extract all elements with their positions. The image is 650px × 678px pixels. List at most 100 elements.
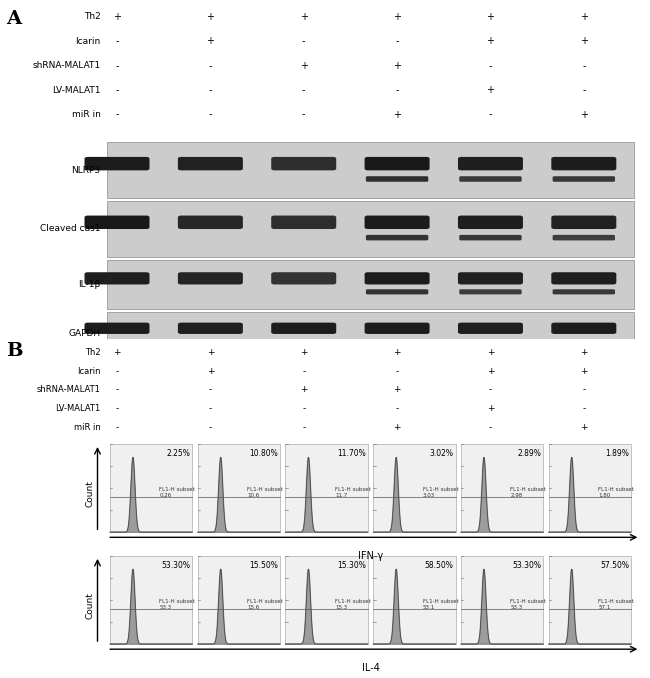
Text: 57.50%: 57.50% bbox=[600, 561, 629, 570]
Text: FL1-H subset
53.3: FL1-H subset 53.3 bbox=[510, 599, 546, 610]
Text: -: - bbox=[209, 110, 212, 119]
Text: FL1-H subset
10.6: FL1-H subset 10.6 bbox=[247, 487, 283, 498]
Text: 11.70%: 11.70% bbox=[337, 450, 366, 458]
FancyBboxPatch shape bbox=[365, 216, 430, 229]
FancyBboxPatch shape bbox=[271, 216, 336, 229]
Text: -: - bbox=[116, 385, 118, 395]
Text: +: + bbox=[393, 348, 401, 357]
Text: FL1-H subset
53.3: FL1-H subset 53.3 bbox=[159, 599, 195, 610]
FancyBboxPatch shape bbox=[461, 444, 543, 532]
Text: +: + bbox=[113, 348, 121, 357]
Text: -: - bbox=[582, 404, 586, 413]
FancyBboxPatch shape bbox=[178, 216, 243, 229]
Text: +: + bbox=[300, 12, 307, 22]
Text: -: - bbox=[582, 85, 586, 95]
FancyBboxPatch shape bbox=[107, 201, 634, 257]
FancyBboxPatch shape bbox=[178, 273, 243, 285]
Text: +: + bbox=[486, 37, 495, 46]
Text: -: - bbox=[209, 385, 212, 395]
Text: shRNA-MALAT1: shRNA-MALAT1 bbox=[37, 385, 101, 395]
Text: +: + bbox=[207, 367, 214, 376]
Text: +: + bbox=[300, 61, 307, 71]
FancyBboxPatch shape bbox=[552, 290, 615, 294]
Text: 15.50%: 15.50% bbox=[250, 561, 278, 570]
Text: +: + bbox=[580, 348, 588, 357]
FancyBboxPatch shape bbox=[285, 556, 368, 644]
Text: 1.89%: 1.89% bbox=[605, 450, 629, 458]
Polygon shape bbox=[198, 458, 280, 532]
Text: Count: Count bbox=[85, 480, 94, 506]
Text: +: + bbox=[486, 12, 495, 22]
Text: IFN-γ: IFN-γ bbox=[358, 551, 383, 561]
FancyBboxPatch shape bbox=[458, 216, 523, 229]
Text: +: + bbox=[113, 12, 121, 22]
Text: A: A bbox=[6, 10, 21, 28]
Text: +: + bbox=[580, 12, 588, 22]
FancyBboxPatch shape bbox=[110, 556, 192, 644]
Text: miR in: miR in bbox=[74, 422, 101, 432]
FancyBboxPatch shape bbox=[271, 273, 336, 285]
Text: +: + bbox=[487, 367, 494, 376]
FancyBboxPatch shape bbox=[460, 290, 522, 294]
Text: 53.30%: 53.30% bbox=[161, 561, 190, 570]
Text: +: + bbox=[300, 385, 307, 395]
Text: +: + bbox=[393, 12, 401, 22]
FancyBboxPatch shape bbox=[461, 556, 543, 644]
Text: -: - bbox=[115, 110, 119, 119]
Polygon shape bbox=[285, 570, 368, 644]
Text: -: - bbox=[395, 37, 399, 46]
FancyBboxPatch shape bbox=[549, 444, 631, 532]
FancyBboxPatch shape bbox=[107, 312, 634, 356]
Text: FL1-H subset
57.1: FL1-H subset 57.1 bbox=[598, 599, 634, 610]
Text: +: + bbox=[487, 348, 494, 357]
FancyBboxPatch shape bbox=[373, 556, 456, 644]
Text: -: - bbox=[489, 61, 492, 71]
Text: -: - bbox=[116, 404, 118, 413]
Polygon shape bbox=[110, 458, 192, 532]
Text: FL1-H subset
3.03: FL1-H subset 3.03 bbox=[422, 487, 458, 498]
FancyBboxPatch shape bbox=[365, 273, 430, 285]
Text: +: + bbox=[486, 85, 495, 95]
Text: FL1-H subset
15.3: FL1-H subset 15.3 bbox=[335, 599, 370, 610]
FancyBboxPatch shape bbox=[84, 157, 150, 170]
Polygon shape bbox=[110, 570, 192, 644]
Text: FL1-H subset
11.7: FL1-H subset 11.7 bbox=[335, 487, 370, 498]
Text: -: - bbox=[302, 367, 305, 376]
Text: -: - bbox=[115, 85, 119, 95]
Text: FL1-H subset
2.98: FL1-H subset 2.98 bbox=[510, 487, 546, 498]
Text: +: + bbox=[393, 110, 401, 119]
Text: +: + bbox=[206, 37, 215, 46]
Text: -: - bbox=[582, 61, 586, 71]
FancyBboxPatch shape bbox=[107, 260, 634, 309]
Text: +: + bbox=[300, 348, 307, 357]
Text: -: - bbox=[582, 385, 586, 395]
FancyBboxPatch shape bbox=[366, 235, 428, 241]
Text: IL-1β: IL-1β bbox=[79, 280, 101, 289]
Text: -: - bbox=[489, 422, 492, 432]
Text: -: - bbox=[209, 61, 212, 71]
Text: FL1-H subset
53.1: FL1-H subset 53.1 bbox=[422, 599, 458, 610]
FancyBboxPatch shape bbox=[551, 323, 616, 334]
Text: +: + bbox=[393, 422, 401, 432]
Text: +: + bbox=[580, 37, 588, 46]
Text: FL1-H subset
0.26: FL1-H subset 0.26 bbox=[159, 487, 195, 498]
FancyBboxPatch shape bbox=[549, 556, 631, 644]
Text: shRNA-MALAT1: shRNA-MALAT1 bbox=[32, 61, 101, 71]
Text: +: + bbox=[207, 348, 214, 357]
Text: Count: Count bbox=[85, 592, 94, 618]
Text: 3.02%: 3.02% bbox=[430, 450, 454, 458]
FancyBboxPatch shape bbox=[198, 556, 280, 644]
Polygon shape bbox=[461, 570, 543, 644]
Text: -: - bbox=[302, 404, 305, 413]
Text: 58.50%: 58.50% bbox=[425, 561, 454, 570]
Text: +: + bbox=[393, 61, 401, 71]
Text: Cleaved cas1: Cleaved cas1 bbox=[40, 224, 101, 233]
Polygon shape bbox=[373, 458, 456, 532]
FancyBboxPatch shape bbox=[365, 323, 430, 334]
FancyBboxPatch shape bbox=[366, 290, 428, 294]
Polygon shape bbox=[549, 570, 631, 644]
Text: -: - bbox=[209, 85, 212, 95]
Text: GAPDH: GAPDH bbox=[69, 329, 101, 338]
FancyBboxPatch shape bbox=[458, 273, 523, 285]
Text: Th2: Th2 bbox=[85, 348, 101, 357]
